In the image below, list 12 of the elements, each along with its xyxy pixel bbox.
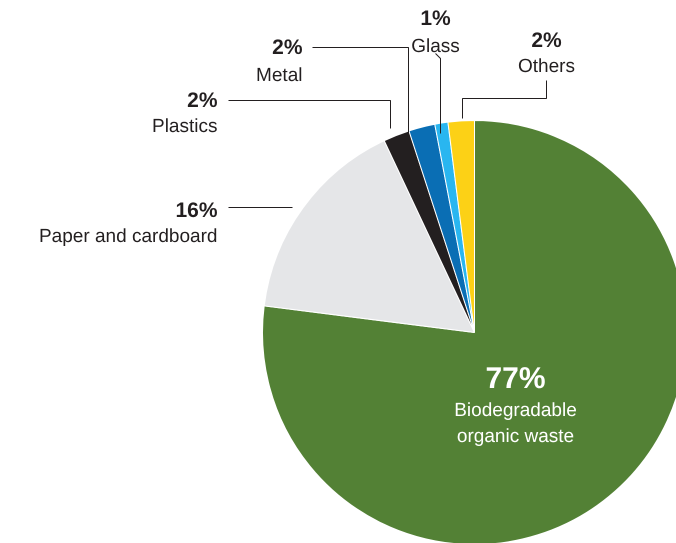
slice-label: Metal <box>256 65 303 86</box>
data-label: 16% <box>175 199 218 222</box>
data-label: 2% <box>531 29 562 52</box>
slice-label: Glass <box>411 36 460 57</box>
data-label: 2% <box>187 89 218 112</box>
slice-label: Biodegradable organic waste <box>454 400 577 447</box>
slice-label: Paper and cardboard <box>38 226 218 247</box>
data-label: 1% <box>420 7 452 30</box>
data-label: 77% <box>485 362 546 395</box>
slice-label: Others <box>518 56 576 77</box>
slice-label: Plastics <box>152 116 218 137</box>
data-label: 2% <box>272 36 303 59</box>
